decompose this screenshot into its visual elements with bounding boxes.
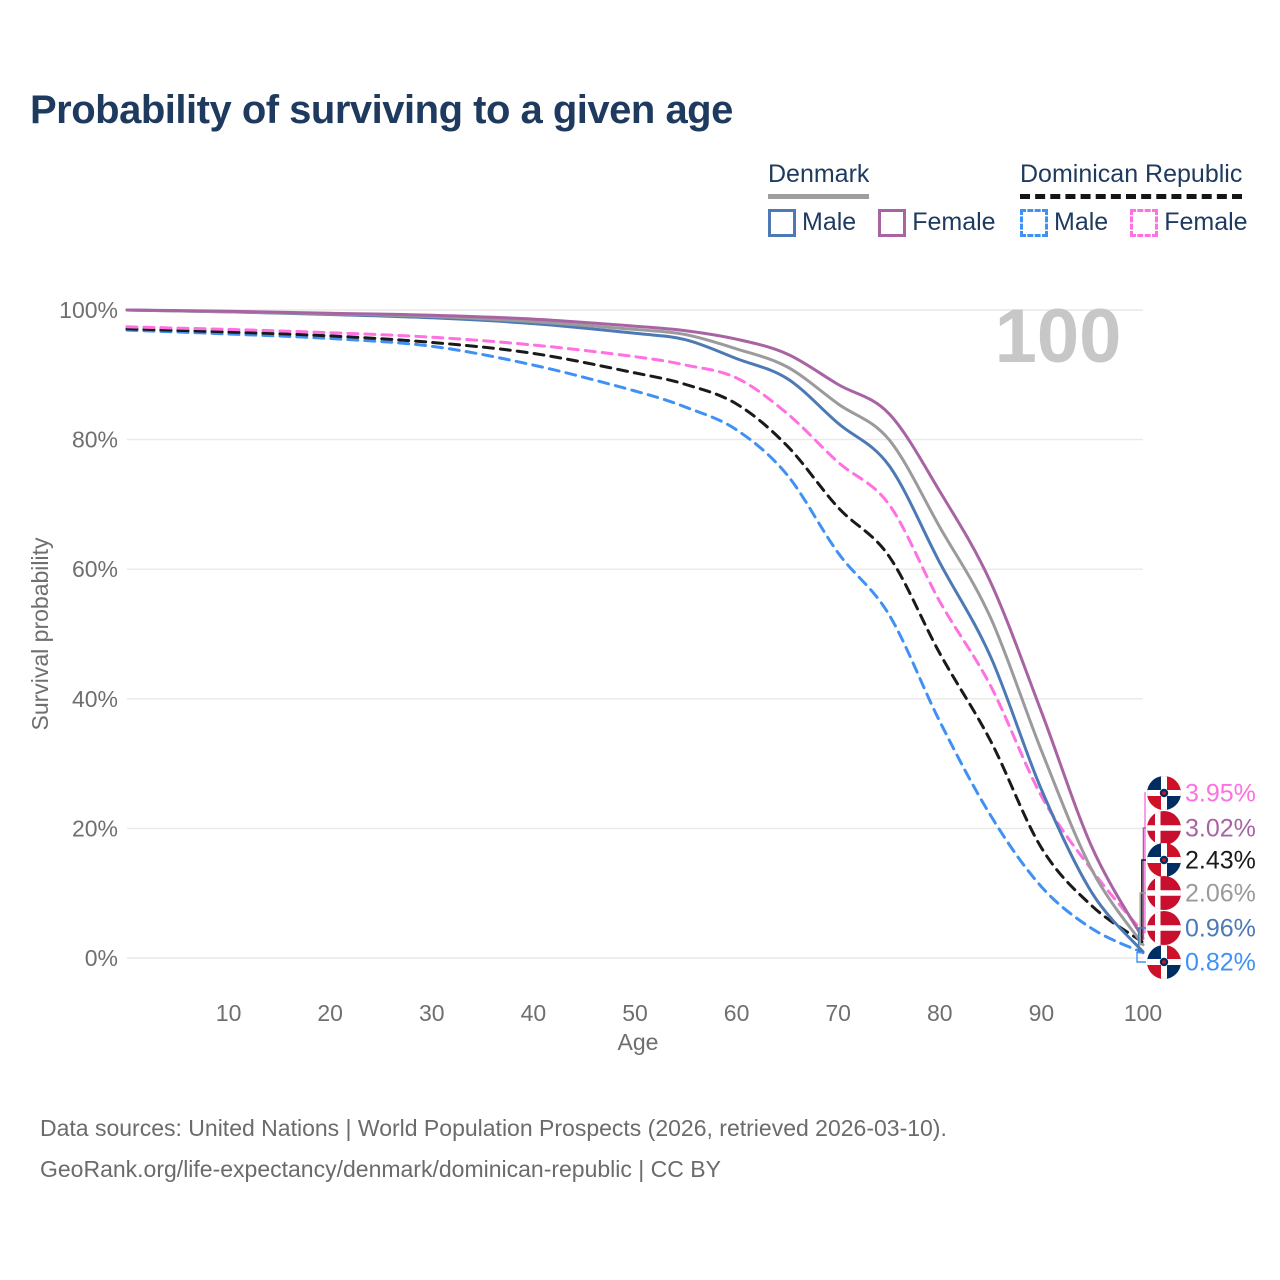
- label-connector-dominican-republic-both-sexes: [1141, 859, 1146, 943]
- x-tick-label-90: 90: [1029, 1000, 1055, 1026]
- end-label-denmark-female: 3.02%: [1185, 815, 1256, 843]
- x-tick-label-30: 30: [419, 1000, 445, 1026]
- dominican-republic-flag-icon: [1147, 945, 1181, 979]
- x-tick-label-10: 10: [216, 1000, 242, 1026]
- y-tick-label-80: 80%: [72, 427, 118, 453]
- y-tick-label-100: 100%: [59, 297, 118, 323]
- x-tick-label-80: 80: [927, 1000, 953, 1026]
- denmark-female-swatch-icon: [878, 208, 907, 237]
- legend-dominican-republic-title: Dominican Republic: [1020, 160, 1243, 199]
- series-line-dominican-republic-both-sexes: [125, 327, 1145, 944]
- label-connector-dominican-republic-male: [1136, 952, 1146, 963]
- end-label-denmark-both-sexes: 2.06%: [1185, 880, 1256, 908]
- x-tick-label-50: 50: [622, 1000, 648, 1026]
- denmark-flag-icon: [1147, 811, 1181, 845]
- legend-item-dr-female: Female: [1130, 208, 1248, 237]
- legend-denmark-male-label: Male: [802, 208, 857, 236]
- x-tick-label-40: 40: [521, 1000, 547, 1026]
- legend: Denmark Male Female Dominican Republic M…: [0, 160, 1280, 250]
- legend-denmark-title: Denmark: [768, 160, 870, 199]
- denmark-flag-icon: [1147, 911, 1181, 945]
- series-line-dominican-republic-female: [125, 325, 1145, 934]
- x-tick-label-60: 60: [724, 1000, 750, 1026]
- dominican-republic-flag-icon: [1147, 843, 1181, 877]
- legend-dr-female-label: Female: [1164, 208, 1248, 236]
- series-line-denmark-male: [125, 308, 1145, 954]
- footer-attribution: GeoRank.org/life-expectancy/denmark/domi…: [40, 1156, 721, 1182]
- footer: Data sources: United Nations | World Pop…: [40, 1108, 947, 1190]
- label-connector-denmark-female: [1142, 827, 1146, 940]
- legend-denmark-female-label: Female: [912, 208, 996, 236]
- x-tick-label-20: 20: [317, 1000, 343, 1026]
- dominican-republic-flag-icon: [1147, 776, 1181, 810]
- legend-group-dominican-republic: Dominican Republic Male Female: [1020, 160, 1248, 237]
- series-line-denmark-both-sexes: [125, 308, 1145, 947]
- y-tick-label-40: 40%: [72, 686, 118, 712]
- label-connector-denmark-both-sexes: [1139, 892, 1146, 946]
- dr-female-swatch-icon: [1130, 208, 1159, 237]
- legend-item-denmark-male: Male: [768, 208, 856, 237]
- label-connector-denmark-male: [1137, 927, 1146, 953]
- end-label-dominican-republic-male: 0.82%: [1185, 949, 1256, 977]
- x-axis-title: Age: [618, 1029, 659, 1055]
- legend-item-denmark-female: Female: [878, 208, 996, 237]
- legend-item-dr-male: Male: [1020, 208, 1108, 237]
- y-tick-label-20: 20%: [72, 815, 118, 841]
- denmark-male-swatch-icon: [768, 208, 796, 237]
- legend-dr-male-label: Male: [1054, 208, 1109, 236]
- end-label-denmark-male: 0.96%: [1185, 915, 1256, 943]
- age-watermark: 100: [995, 294, 1122, 379]
- x-tick-label-100: 100: [1124, 1000, 1162, 1026]
- series-line-denmark-female: [125, 308, 1145, 940]
- x-tick-label-70: 70: [825, 1000, 851, 1026]
- end-label-dominican-republic-both-sexes: 2.43%: [1185, 847, 1256, 875]
- y-tick-label-0: 0%: [85, 945, 118, 971]
- dr-male-swatch-icon: [1020, 208, 1048, 237]
- legend-group-denmark: Denmark Male Female: [768, 160, 996, 237]
- denmark-flag-icon: [1147, 876, 1181, 910]
- series-line-dominican-republic-male: [125, 328, 1145, 955]
- footer-data-sources: Data sources: United Nations | World Pop…: [40, 1115, 947, 1141]
- y-axis-title: Survival probability: [27, 537, 53, 731]
- end-label-dominican-republic-female: 3.95%: [1185, 780, 1256, 808]
- y-tick-label-60: 60%: [72, 556, 118, 582]
- chart-title: Probability of surviving to a given age: [30, 88, 733, 132]
